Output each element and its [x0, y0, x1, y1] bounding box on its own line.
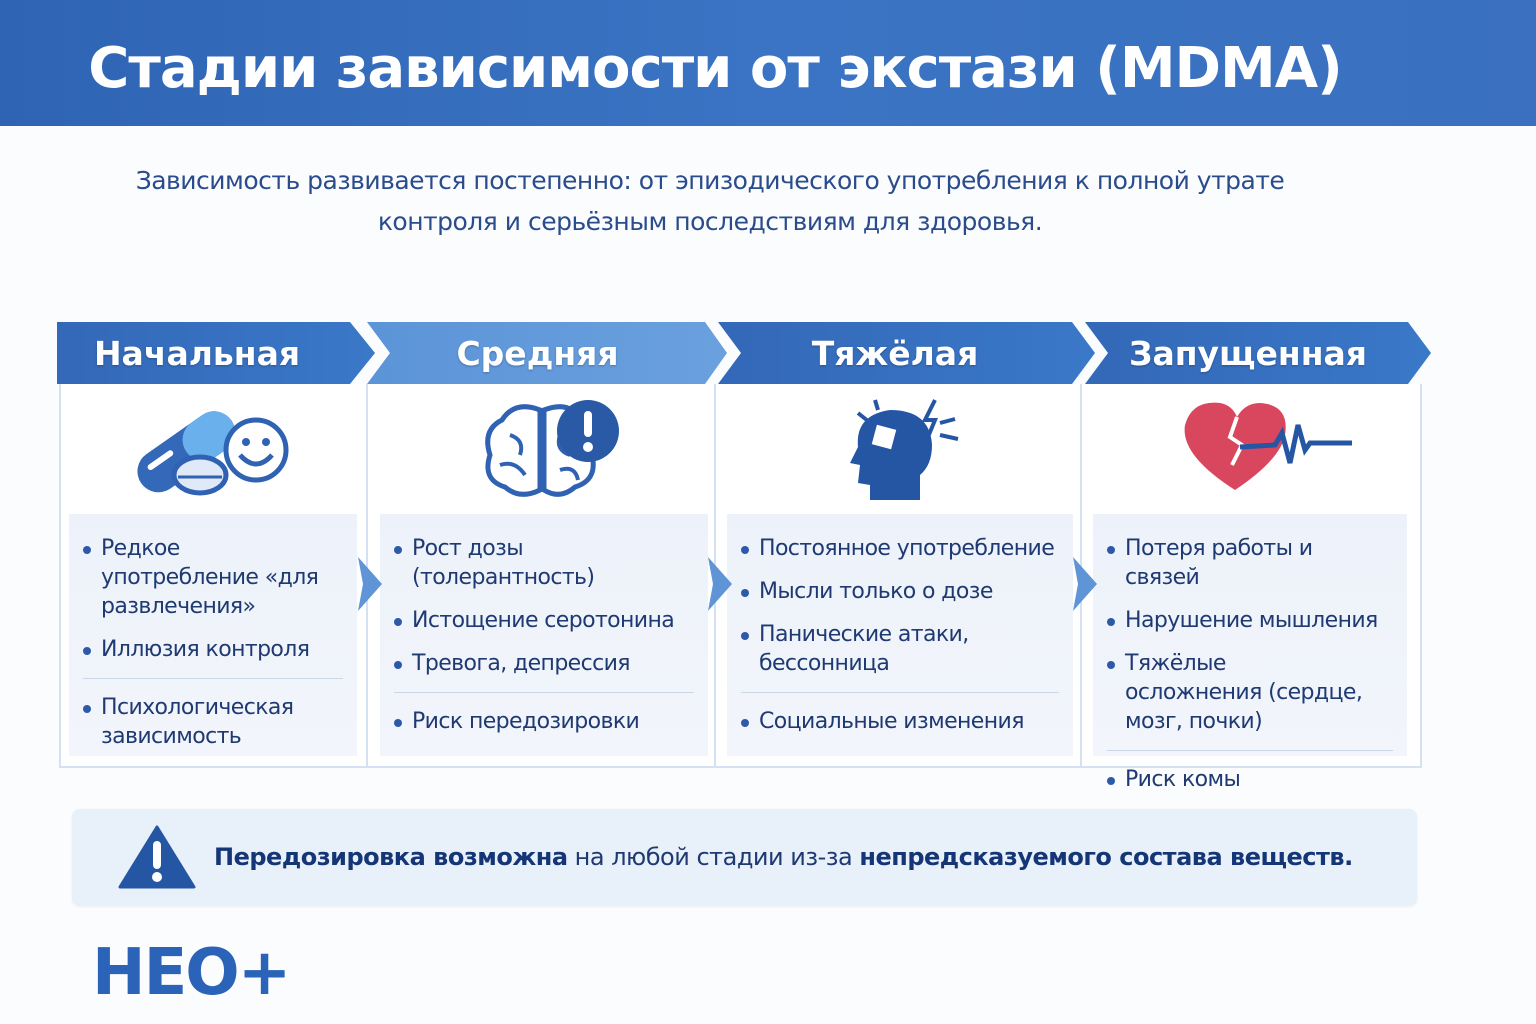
chevron-shape-3	[718, 322, 1095, 384]
chevron-shape-2	[367, 322, 727, 384]
list-item: Иллюзия контроля	[83, 635, 343, 664]
warning-normal: на любой стадии из-за	[567, 843, 860, 871]
stage-header-2: Средняя	[456, 333, 619, 373]
broken-heart-pulse-icon	[1184, 402, 1352, 490]
list-item: Рост дозы (толерантность)	[394, 534, 694, 592]
chevron-shape-4	[1085, 322, 1431, 384]
warning-icon	[118, 825, 196, 889]
list-item: Риск передозировки	[394, 692, 694, 736]
list-item: Нарушение мышления	[1107, 606, 1393, 635]
stage-header-4: Запущенная	[1129, 333, 1367, 373]
arrow-right-icon	[1073, 557, 1097, 611]
list-item: Риск комы	[1107, 750, 1393, 794]
stage-chevrons	[57, 322, 1431, 384]
head-puzzle-icon	[850, 399, 959, 500]
stage-list-2: Рост дозы (толерантность) Истощение серо…	[380, 514, 708, 756]
pills-smiley-icon	[137, 411, 289, 496]
header-banner: Стадии зависимости от экстази (MDMA)	[0, 0, 1536, 126]
list-item: Тревога, депрессия	[394, 649, 694, 678]
subtitle: Зависимость развивается постепенно: от э…	[120, 160, 1300, 242]
warning-text: Передозировка возможна на любой стадии и…	[214, 843, 1353, 871]
stage-list-4: Потеря работы и связей Нарушение мышлени…	[1093, 514, 1407, 792]
stage-list-1: Редкое употребление «для развлечения» Ил…	[69, 514, 357, 756]
brain-alert-icon	[485, 400, 619, 497]
warning-bold-2: непредсказуемого состава веществ.	[859, 843, 1353, 871]
arrow-right-icon	[358, 557, 382, 611]
list-item: Психологическая зависимость	[83, 678, 343, 751]
list-item: Постоянное употребление	[741, 534, 1059, 563]
warning-banner: Передозировка возможна на любой стадии и…	[72, 809, 1417, 906]
subtitle-line-2: контроля и серьёзным последствиям для зд…	[377, 207, 1043, 236]
warning-bold-1: Передозировка возможна	[214, 843, 568, 871]
list-item: Социальные изменения	[741, 692, 1059, 736]
list-item: Истощение серотонина	[394, 606, 694, 635]
stage-header-3: Тяжёлая	[811, 333, 979, 373]
page-title: Стадии зависимости от экстази (MDMA)	[88, 36, 1342, 101]
list-item: Редкое употребление «для развлечения»	[83, 534, 343, 621]
list-item: Тяжёлые осложнения (сердце, мозг, почки)	[1107, 649, 1393, 736]
neo-plus-logo: НЕО+	[92, 936, 291, 1010]
subtitle-line-1: Зависимость развивается постепенно: от э…	[135, 166, 1285, 195]
stage-header-1: Начальная	[93, 333, 301, 373]
list-item: Потеря работы и связей	[1107, 534, 1393, 592]
list-item: Мысли только о дозе	[741, 577, 1059, 606]
arrow-right-icon	[708, 557, 732, 611]
stage-list-3: Постоянное употребление Мысли только о д…	[727, 514, 1073, 756]
list-item: Панические атаки, бессонница	[741, 620, 1059, 678]
chevron-shape-1	[57, 322, 375, 384]
